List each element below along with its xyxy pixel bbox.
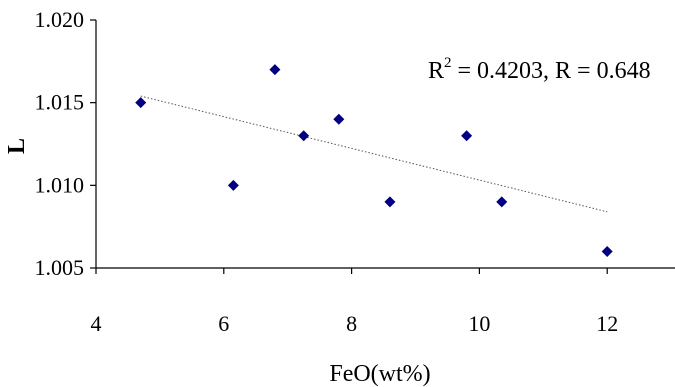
x-axis-title: FeO(wt%) [329,361,430,387]
y-tick-label: 1.015 [35,90,85,115]
y-tick-label: 1.020 [35,7,85,32]
y-tick-label: 1.010 [35,172,85,197]
regression-annotation: R2 = 0.4203, R = 0.648 [428,55,651,84]
data-points [135,64,613,257]
x-axis: 4 6 8 10 12 [91,267,675,336]
data-point [269,64,281,76]
trendline [140,95,608,213]
annotation-superscript: 2 [444,55,452,71]
x-tick-label: 6 [218,311,229,336]
x-tick-label: 10 [468,311,490,336]
y-axis: 1.005 1.010 1.015 1.020 [35,7,97,280]
data-point [496,196,508,208]
y-tick-label: 1.005 [35,255,85,280]
data-point [333,113,345,125]
data-point [298,130,310,142]
data-point [135,97,147,109]
data-point [461,130,473,142]
y-axis-title: L [4,138,30,154]
y-tick-group: 1.005 1.010 1.015 1.020 [35,7,96,280]
data-point [384,196,396,208]
data-point [227,179,239,191]
x-tick-label: 8 [346,311,357,336]
x-tick-group: 4 6 8 10 12 [91,268,618,336]
annotation-r-symbol: R [428,58,444,84]
annotation-text: = 0.4203, R = 0.648 [452,58,651,84]
x-tick-label: 12 [596,311,618,336]
x-tick-label: 4 [91,311,102,336]
data-point [601,245,613,257]
